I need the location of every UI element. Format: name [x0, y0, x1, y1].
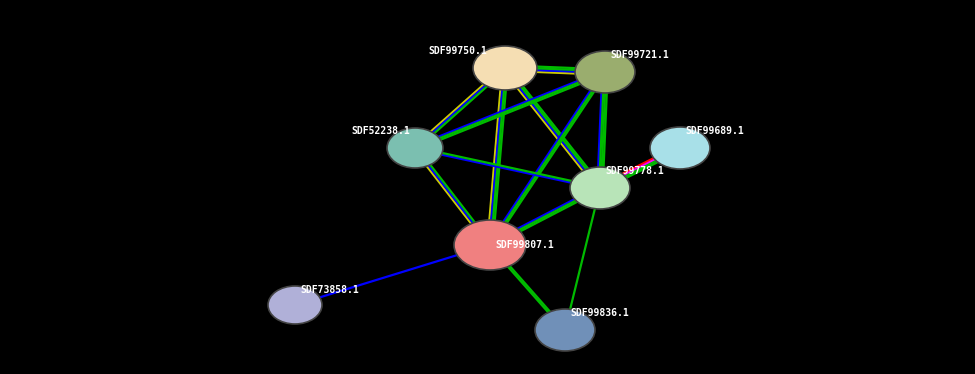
Ellipse shape: [575, 51, 635, 93]
Text: SDF99721.1: SDF99721.1: [610, 50, 669, 60]
Text: SDF73858.1: SDF73858.1: [300, 285, 359, 295]
Text: SDF99807.1: SDF99807.1: [495, 240, 554, 250]
Ellipse shape: [650, 127, 710, 169]
Ellipse shape: [535, 309, 595, 351]
Ellipse shape: [454, 220, 526, 270]
Ellipse shape: [473, 46, 537, 90]
Text: SDF99750.1: SDF99750.1: [428, 46, 487, 56]
Ellipse shape: [387, 128, 443, 168]
Ellipse shape: [268, 286, 322, 324]
Text: SDF99836.1: SDF99836.1: [570, 308, 629, 318]
Ellipse shape: [570, 167, 630, 209]
Text: SDF99689.1: SDF99689.1: [685, 126, 744, 136]
Text: SDF99778.1: SDF99778.1: [605, 166, 664, 176]
Text: SDF52238.1: SDF52238.1: [351, 126, 410, 136]
